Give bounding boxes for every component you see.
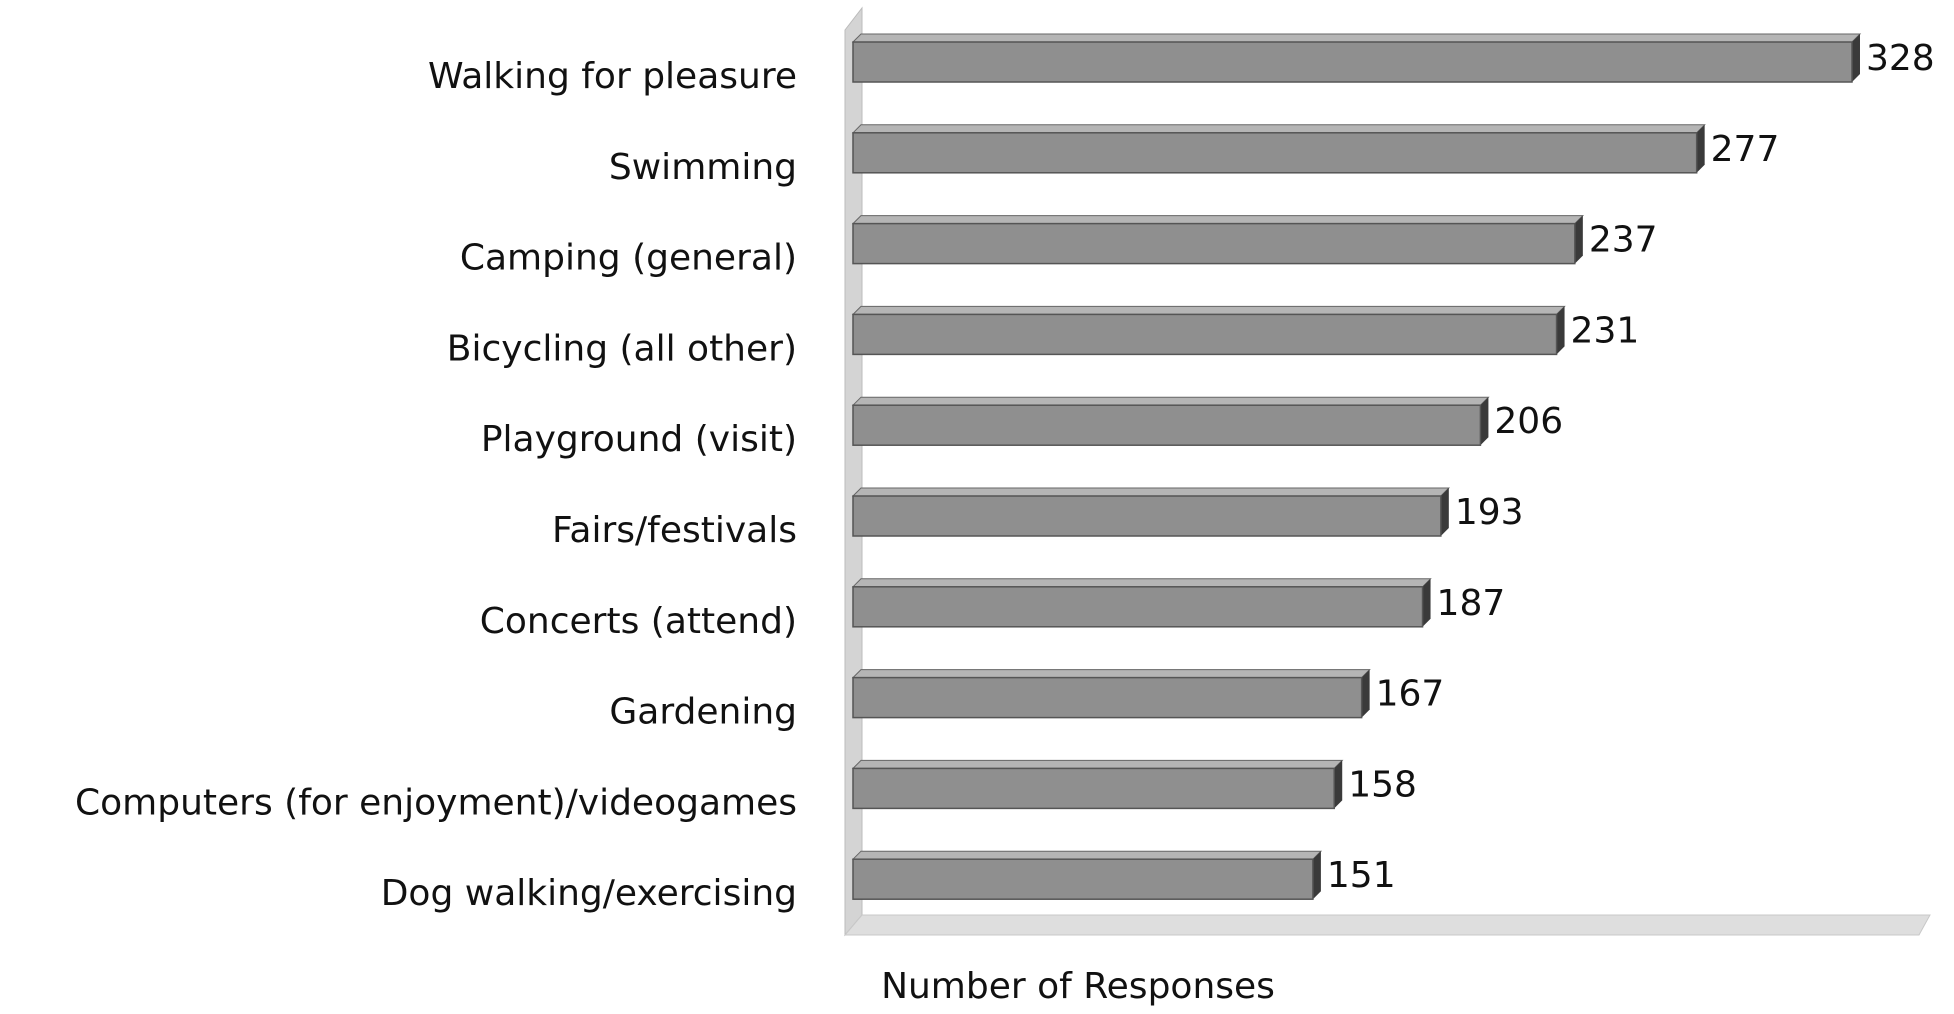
data-label: 193	[1455, 492, 1524, 533]
bar-end	[1422, 578, 1431, 627]
y-tick-label: Playground (visit)	[481, 419, 797, 460]
bar	[852, 676, 1363, 719]
bar	[852, 132, 1698, 174]
y-tick-label: Dog walking/exercising	[381, 873, 797, 914]
bar-end	[1556, 306, 1565, 355]
bar	[852, 495, 1442, 537]
bar-end	[1334, 760, 1343, 809]
data-label: 151	[1327, 855, 1396, 896]
bar-end	[1696, 124, 1705, 173]
y-tick-label: Camping (general)	[460, 238, 797, 279]
bar-top	[851, 850, 1323, 860]
y-tick-label: Computers (for enjoyment)/videogames	[75, 782, 797, 823]
y-tick-label: Swimming	[609, 147, 797, 188]
y-tick-label: Fairs/festivals	[552, 510, 797, 551]
data-label: 167	[1376, 674, 1445, 715]
y-tick-label: Gardening	[609, 692, 797, 733]
bar	[852, 858, 1314, 900]
y-tick-label: Walking for pleasure	[428, 56, 797, 97]
bar-top	[851, 578, 1432, 588]
data-label: 187	[1437, 583, 1506, 624]
y-tick-label: Bicycling (all other)	[447, 328, 797, 369]
bar-top	[851, 396, 1490, 406]
floor	[843, 914, 1931, 936]
data-label: 237	[1589, 220, 1658, 261]
bar	[852, 41, 1853, 83]
bar-top	[851, 124, 1706, 134]
bar-top	[851, 215, 1585, 225]
bar-end	[1361, 669, 1370, 718]
y-tick-label: Concerts (attend)	[480, 601, 797, 642]
x-axis-title: Number of Responses	[881, 966, 1275, 1007]
bar	[852, 404, 1482, 446]
bar-top	[851, 669, 1371, 679]
bar	[852, 586, 1424, 628]
bar-top	[851, 33, 1862, 43]
bar-end	[1440, 488, 1449, 536]
bar	[852, 313, 1558, 356]
bar-end	[1574, 215, 1583, 264]
bar-top	[851, 487, 1451, 497]
bar-top	[851, 759, 1344, 769]
bar-top	[851, 305, 1566, 315]
data-label: 231	[1571, 310, 1640, 351]
data-label: 277	[1711, 129, 1780, 170]
bar-end	[1480, 397, 1489, 446]
data-label: 158	[1348, 764, 1417, 805]
bar	[852, 222, 1576, 265]
bar-end	[1851, 34, 1860, 82]
bar-end	[1312, 851, 1321, 900]
data-label: 328	[1866, 38, 1935, 79]
bar	[852, 767, 1335, 810]
data-label: 206	[1494, 401, 1563, 442]
